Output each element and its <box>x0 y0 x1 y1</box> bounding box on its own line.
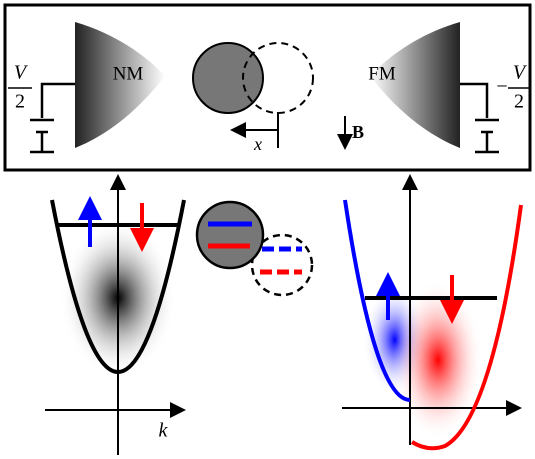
bias-den: 2 <box>15 91 25 113</box>
displacement-label: x <box>253 134 262 154</box>
bias-den: 2 <box>514 91 524 113</box>
lead-label: FM <box>368 63 396 84</box>
lead-label: NM <box>113 63 144 84</box>
field-label: B <box>352 122 364 142</box>
bias-sign: − <box>496 76 507 98</box>
k-label: k <box>159 420 169 442</box>
diagram: NM FM x B V 2 − V 2 k <box>0 0 535 459</box>
dot <box>197 202 263 268</box>
